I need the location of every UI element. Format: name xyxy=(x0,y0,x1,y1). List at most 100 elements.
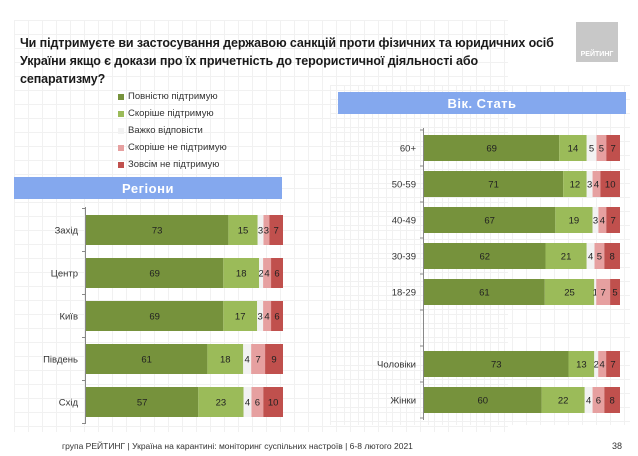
data-label: 4 xyxy=(600,360,605,371)
data-label: 5 xyxy=(597,252,602,263)
data-label: 18 xyxy=(220,355,231,366)
data-label: 10 xyxy=(605,180,616,191)
bar-segment xyxy=(424,387,542,413)
bar-segment xyxy=(257,301,264,331)
data-label: 61 xyxy=(141,355,152,366)
data-label: 7 xyxy=(610,216,615,227)
data-label: 25 xyxy=(564,288,575,299)
data-label: 4 xyxy=(245,398,250,409)
bar-segment xyxy=(592,207,599,233)
bar-segment xyxy=(271,301,283,331)
bar-segment xyxy=(198,387,244,417)
category-label: 30-39 xyxy=(392,252,416,263)
data-label: 5 xyxy=(612,288,617,299)
legend-label: Скоріше не підтримую xyxy=(128,142,227,153)
category-label: Жінки xyxy=(390,396,416,407)
data-label: 12 xyxy=(570,180,581,191)
bar-segment xyxy=(251,387,264,417)
regions-header: Регіони xyxy=(14,177,282,199)
bar-segment xyxy=(424,207,556,233)
footer-text: група РЕЙТИНГ | Україна на карантині: мо… xyxy=(62,441,413,451)
data-label: 7 xyxy=(255,355,260,366)
bar-segment xyxy=(541,387,585,413)
data-label: 7 xyxy=(610,144,615,155)
data-label: 3 xyxy=(264,226,269,237)
bar-segment xyxy=(584,387,593,413)
bar-segment xyxy=(544,279,595,305)
age-sex-header: Вік. Стать xyxy=(338,92,626,114)
data-label: 6 xyxy=(274,312,279,323)
bar-segment xyxy=(243,387,252,417)
data-label: 13 xyxy=(576,360,587,371)
bar-segment xyxy=(223,258,260,288)
regions-header-label: Регіони xyxy=(122,180,174,196)
data-label: 23 xyxy=(216,398,227,409)
category-label: Південь xyxy=(43,355,78,366)
bar-segment xyxy=(424,279,545,305)
data-label: 2 xyxy=(258,269,263,280)
bar-segment xyxy=(263,387,283,417)
bar-segment xyxy=(269,215,283,245)
legend-swatch xyxy=(118,144,124,151)
category-label: 40-49 xyxy=(392,216,416,227)
page-number: 38 xyxy=(612,441,623,451)
data-label: 62 xyxy=(479,252,490,263)
title-line-2: України якщо є докази про їх причетність… xyxy=(20,54,478,86)
data-label: 19 xyxy=(569,216,580,227)
legend-label: Повністю підтримую xyxy=(128,91,218,102)
bar-segment xyxy=(586,171,593,197)
legend-label: Зовсім не підтримую xyxy=(128,159,220,170)
data-label: 61 xyxy=(479,288,490,299)
data-label: 22 xyxy=(558,396,569,407)
bar-segment xyxy=(257,215,264,245)
bar-segment xyxy=(243,344,252,374)
data-label: 3 xyxy=(257,312,262,323)
bar-segment xyxy=(600,171,620,197)
data-label: 73 xyxy=(152,226,163,237)
category-label: Захід xyxy=(55,226,79,237)
data-label: 4 xyxy=(245,355,250,366)
bar-segment xyxy=(594,279,597,305)
legend-item: Важко відповісти xyxy=(118,122,227,139)
bar-segment xyxy=(594,351,599,377)
category-label: Чоловіки xyxy=(377,360,416,371)
legend-item: Скоріше не підтримую xyxy=(118,139,227,156)
bar-segment xyxy=(263,258,272,288)
data-label: 7 xyxy=(610,360,615,371)
data-label: 67 xyxy=(484,216,495,227)
bar-segment xyxy=(207,344,244,374)
data-label: 9 xyxy=(271,355,276,366)
bar-segment xyxy=(604,387,620,413)
bar-segment xyxy=(86,344,208,374)
bar-segment xyxy=(559,135,587,161)
data-label: 60 xyxy=(478,396,489,407)
legend-item: Повністю підтримую xyxy=(118,88,227,105)
data-label: 3 xyxy=(258,226,263,237)
bar-segment xyxy=(568,351,595,377)
data-label: 14 xyxy=(568,144,579,155)
data-label: 7 xyxy=(274,226,279,237)
bar-segment xyxy=(606,135,620,161)
bar-segment xyxy=(586,243,595,269)
data-label: 1 xyxy=(593,288,598,299)
bar-segment xyxy=(263,215,270,245)
bar-segment xyxy=(596,279,611,305)
bar-segment xyxy=(592,171,601,197)
category-label: 18-29 xyxy=(392,288,416,299)
data-label: 4 xyxy=(586,396,591,407)
bar-segment xyxy=(598,207,607,233)
data-label: 4 xyxy=(588,252,593,263)
bar-segment xyxy=(598,351,607,377)
category-label: 60+ xyxy=(400,144,417,155)
legend-item: Зовсім не підтримую xyxy=(118,156,227,173)
question-title: Чи підтримуєте ви застосування державою … xyxy=(20,34,560,88)
data-label: 69 xyxy=(486,144,497,155)
data-label: 8 xyxy=(610,252,615,263)
bar-segment xyxy=(555,207,593,233)
bar-segment xyxy=(606,207,620,233)
bar-segment xyxy=(606,351,620,377)
title-line-1: Чи підтримуєте ви застосування державою … xyxy=(20,36,554,50)
legend-label: Важко відповісти xyxy=(128,125,203,136)
data-label: 71 xyxy=(488,180,499,191)
